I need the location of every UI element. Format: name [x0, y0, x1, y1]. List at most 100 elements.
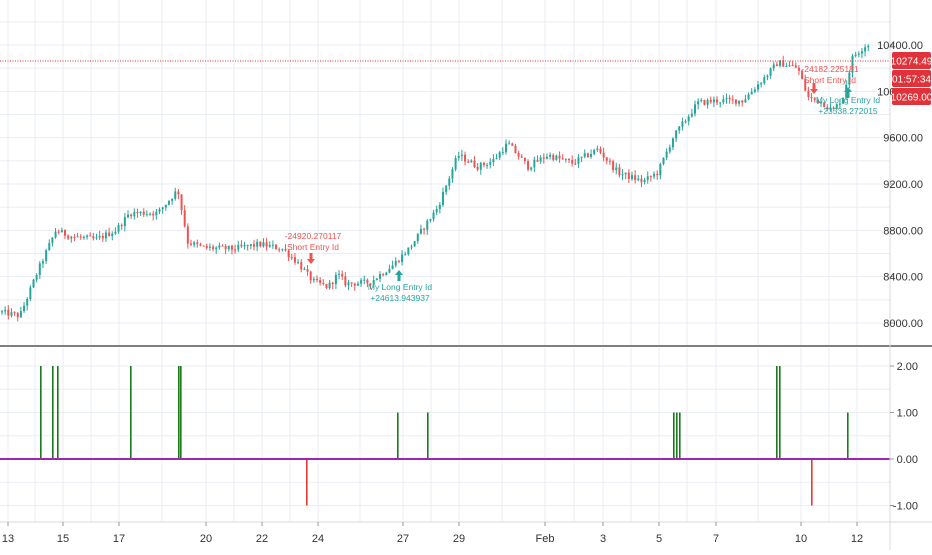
candle-body [23, 305, 26, 312]
last-price-badge: 10274.49 [891, 52, 932, 69]
entry-note-line: Short Entry Id [804, 75, 856, 85]
candle-body [1, 311, 3, 313]
candle-body [221, 245, 224, 247]
candle-body [583, 153, 586, 157]
indicator-bar [811, 459, 813, 506]
candle-body [820, 102, 822, 104]
candle-body [303, 269, 306, 271]
candle-body [571, 160, 574, 164]
candle-body [243, 245, 246, 247]
candle-body [656, 173, 659, 176]
candle-body [407, 247, 410, 255]
candle-body [108, 232, 111, 237]
candle-body [605, 157, 608, 161]
candle-body [558, 155, 561, 159]
candle-body [268, 244, 271, 247]
candle-body [180, 194, 183, 211]
countdown-badge: 01:57:34 [892, 70, 931, 87]
time-tick-label: 27 [397, 533, 409, 545]
candle-body [766, 75, 769, 78]
candle-body [249, 244, 252, 246]
candle-body [624, 172, 627, 175]
candle-body [256, 241, 259, 247]
candle-body [646, 176, 649, 180]
badge-background [892, 88, 931, 105]
candle-body [697, 101, 700, 105]
badge-text: 10269.00 [891, 93, 932, 104]
candle-body [16, 313, 19, 318]
candle-body [293, 257, 296, 263]
chart-grid [0, 0, 890, 522]
candle-body [51, 237, 54, 243]
long-arrow-icon [395, 270, 403, 281]
indicator-bar [847, 412, 849, 459]
candle-body [549, 154, 552, 157]
candle-body [104, 232, 107, 239]
candle-body [312, 278, 315, 281]
candle-body [79, 236, 82, 238]
candle-body [73, 236, 76, 238]
time-tick-label: 24 [312, 533, 324, 545]
candle-body [794, 65, 797, 68]
candle-body [712, 99, 715, 103]
candle-body [82, 236, 85, 238]
candle-body [451, 169, 454, 179]
indicator-bar [306, 459, 308, 506]
candle-body [763, 77, 766, 84]
entry-note-line: -24920.270117 [285, 231, 342, 241]
candle-body [130, 214, 133, 217]
badge-background [892, 70, 931, 87]
indicator-tick-label: 1.00 [897, 408, 918, 420]
candle-body [501, 152, 504, 154]
candle-body [675, 130, 678, 139]
time-tick-label: 3 [600, 533, 606, 545]
entry-note-line: +23538.272015 [818, 106, 878, 116]
candle-body [741, 100, 744, 103]
candle-body [775, 64, 778, 67]
candle-body [489, 161, 492, 165]
candle-body [634, 175, 637, 181]
candle-body [382, 274, 385, 276]
candle-body [596, 148, 599, 150]
candle-body [492, 158, 495, 162]
indicator-bar [180, 366, 182, 459]
time-tick-label: 5 [656, 533, 662, 545]
time-tick-label: Feb [536, 533, 555, 545]
indicator-bar [676, 412, 678, 459]
candle-body [832, 107, 835, 109]
candle-body [356, 283, 359, 286]
level-badge: 10269.00 [891, 88, 932, 105]
candle-body [842, 97, 845, 104]
candle-body [797, 67, 800, 71]
candle-body [621, 174, 624, 176]
candle-body [410, 246, 413, 248]
candle-body [857, 53, 860, 55]
candle-body [851, 55, 854, 73]
candle-body [495, 157, 498, 159]
candle-body [473, 160, 476, 167]
candle-body [681, 121, 684, 127]
candle-body [142, 211, 145, 215]
candle-body [363, 279, 366, 281]
candle-body [574, 163, 577, 165]
time-tick-label: 17 [113, 533, 125, 545]
candle-body [659, 163, 662, 176]
price-tick-label: 9200.00 [883, 179, 923, 191]
candle-body [167, 200, 170, 205]
indicator-bar [397, 412, 399, 459]
candle-body [640, 178, 643, 183]
price-tick-label: 10400.00 [877, 40, 923, 52]
entry-note-line: My Long Entry Id [816, 95, 881, 105]
candle-body [823, 102, 826, 108]
candle-body [539, 157, 542, 162]
candle-body [152, 213, 155, 216]
candle-body [684, 121, 687, 123]
candle-body [498, 152, 501, 158]
candle-body [338, 273, 341, 275]
indicator-bars [0, 366, 890, 506]
candle-body [505, 143, 507, 153]
candle-body [306, 269, 309, 272]
candle-body [536, 159, 539, 162]
